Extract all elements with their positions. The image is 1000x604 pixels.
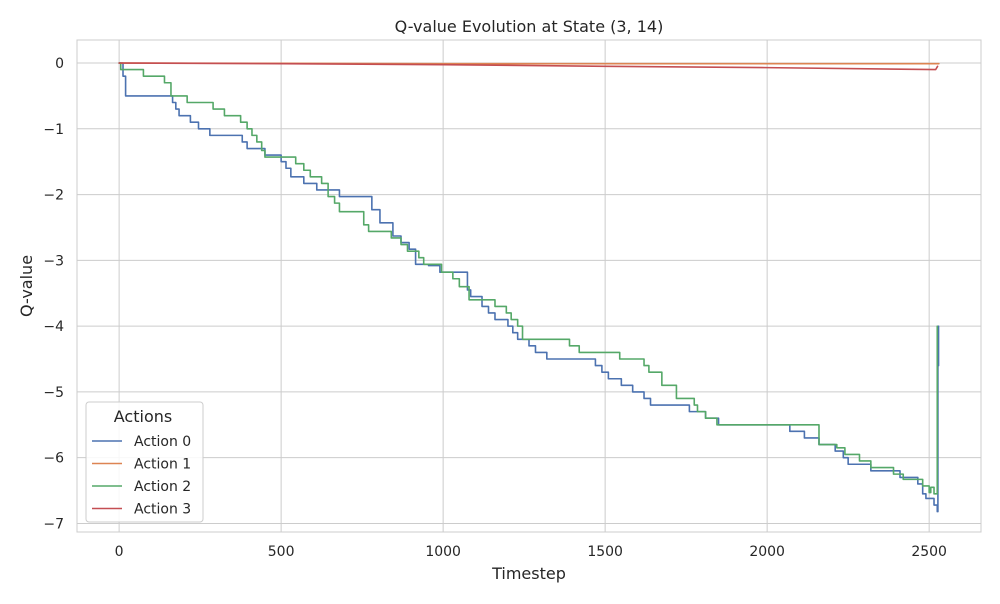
y-axis-label: Q-value (17, 255, 36, 317)
legend-box (85, 401, 204, 523)
y-tick-label: −3 (43, 253, 64, 269)
legend-label-action-2: Action 2 (134, 479, 191, 495)
x-tick-label: 2500 (911, 544, 947, 560)
x-tick-label: 2000 (749, 544, 785, 560)
series-group (118, 62, 940, 513)
series-line-action-0 (118, 62, 940, 513)
series-line-action-2 (118, 62, 939, 495)
y-tick-label: −4 (43, 319, 64, 335)
plot-frame (76, 39, 982, 533)
y-tick-label: −2 (43, 188, 64, 204)
x-tick-label: 0 (115, 544, 124, 560)
legend: Actions Action 0 Action 1 Action 2 Action 3 (85, 401, 204, 523)
legend-label-action-1: Action 1 (134, 457, 191, 473)
x-tick-label: 500 (268, 544, 295, 560)
chart-title: Q-value Evolution at State (3, 14) (395, 17, 664, 36)
legend-label-action-3: Action 3 (134, 502, 191, 518)
y-tick-label: 0 (55, 56, 64, 72)
legend-items: Action 0 Action 1 Action 2 Action 3 (92, 434, 191, 518)
x-axis-label: Timestep (491, 564, 566, 583)
y-tick-label: −6 (43, 451, 64, 467)
legend-title: Actions (114, 407, 172, 426)
y-tick-label: −1 (43, 122, 64, 138)
y-tick-label: −7 (43, 516, 64, 532)
y-tick-label: −5 (43, 385, 64, 401)
tick-labels: 0 500 1000 1500 2000 2500 0 −1 −2 −3 −4 −5 −6 −7 (43, 56, 947, 560)
legend-label-action-0: Action 0 (134, 434, 191, 450)
x-tick-label: 1500 (587, 544, 623, 560)
series-line-action-3 (118, 62, 939, 71)
grid (77, 40, 981, 532)
x-tick-label: 1000 (425, 544, 461, 560)
